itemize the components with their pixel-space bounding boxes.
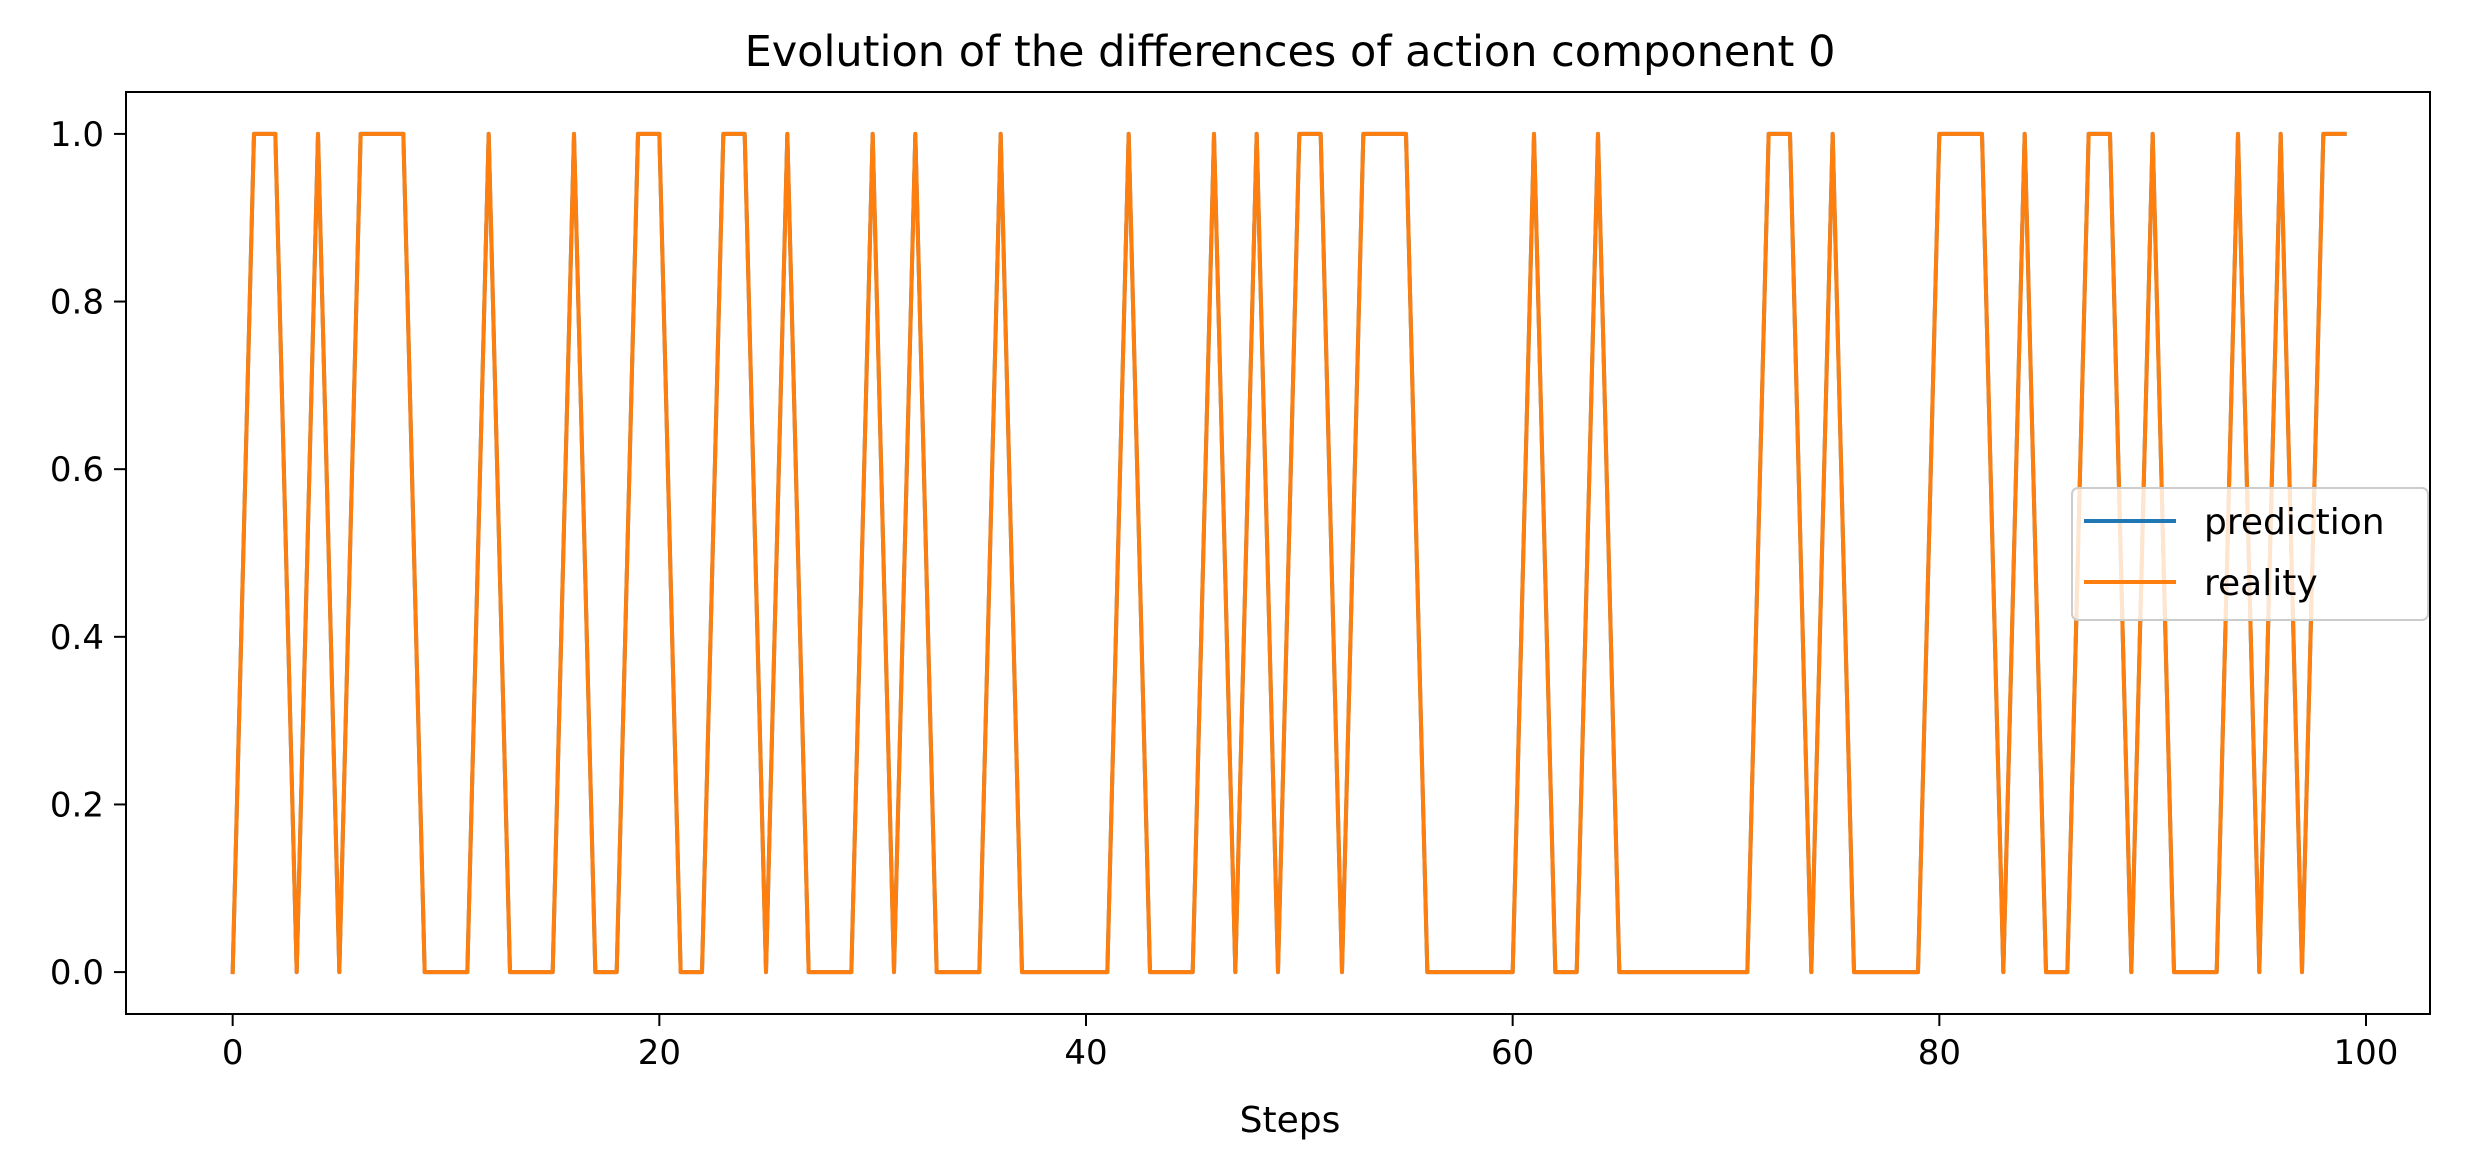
series-group [230,131,2347,975]
plot-area: 0 20 40 60 80 100 0.0 0.2 0.4 0.6 0.8 1.0 [50,91,2431,1073]
x-tick-label: 0 [222,1033,244,1073]
y-axis-ticks: 0.0 0.2 0.4 0.6 0.8 1.0 [50,115,126,993]
x-tick-label: 100 [2334,1033,2399,1073]
y-tick-label: 0.4 [50,618,104,658]
x-axis-ticks: 0 20 40 60 80 100 [222,1014,2399,1073]
y-tick-label: 0.8 [50,283,104,323]
x-tick-label: 80 [1918,1033,1961,1073]
plot-frame [125,91,2431,1015]
y-tick-label: 0.0 [50,953,104,993]
x-tick-label: 20 [638,1033,681,1073]
x-tick-label: 60 [1491,1033,1534,1073]
y-tick-label: 1.0 [50,115,104,155]
y-tick-label: 0.6 [50,450,104,490]
x-tick-label: 40 [1064,1033,1107,1073]
legend-label-prediction: prediction [2204,502,2385,543]
x-axis-label: Steps [1240,1100,1341,1141]
legend-label-reality: reality [2204,563,2318,604]
y-tick-label: 0.2 [50,785,104,825]
series-line-reality [230,131,2347,975]
legend: prediction reality [2071,487,2429,621]
chart-title: Evolution of the differences of action c… [745,27,1836,77]
